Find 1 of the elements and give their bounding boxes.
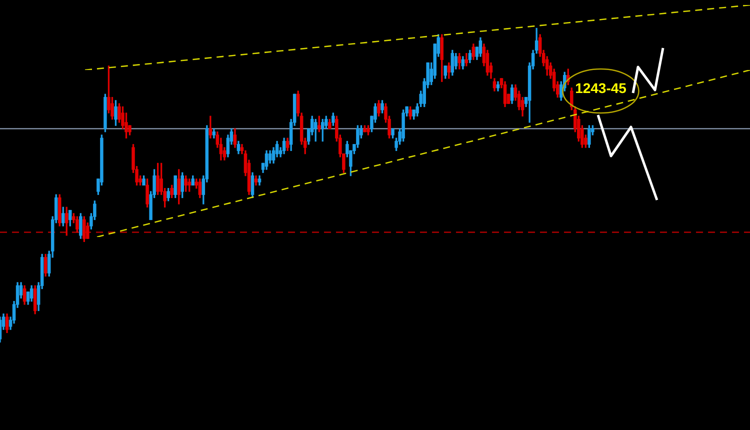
annotation: 1243-45 [575, 80, 627, 96]
